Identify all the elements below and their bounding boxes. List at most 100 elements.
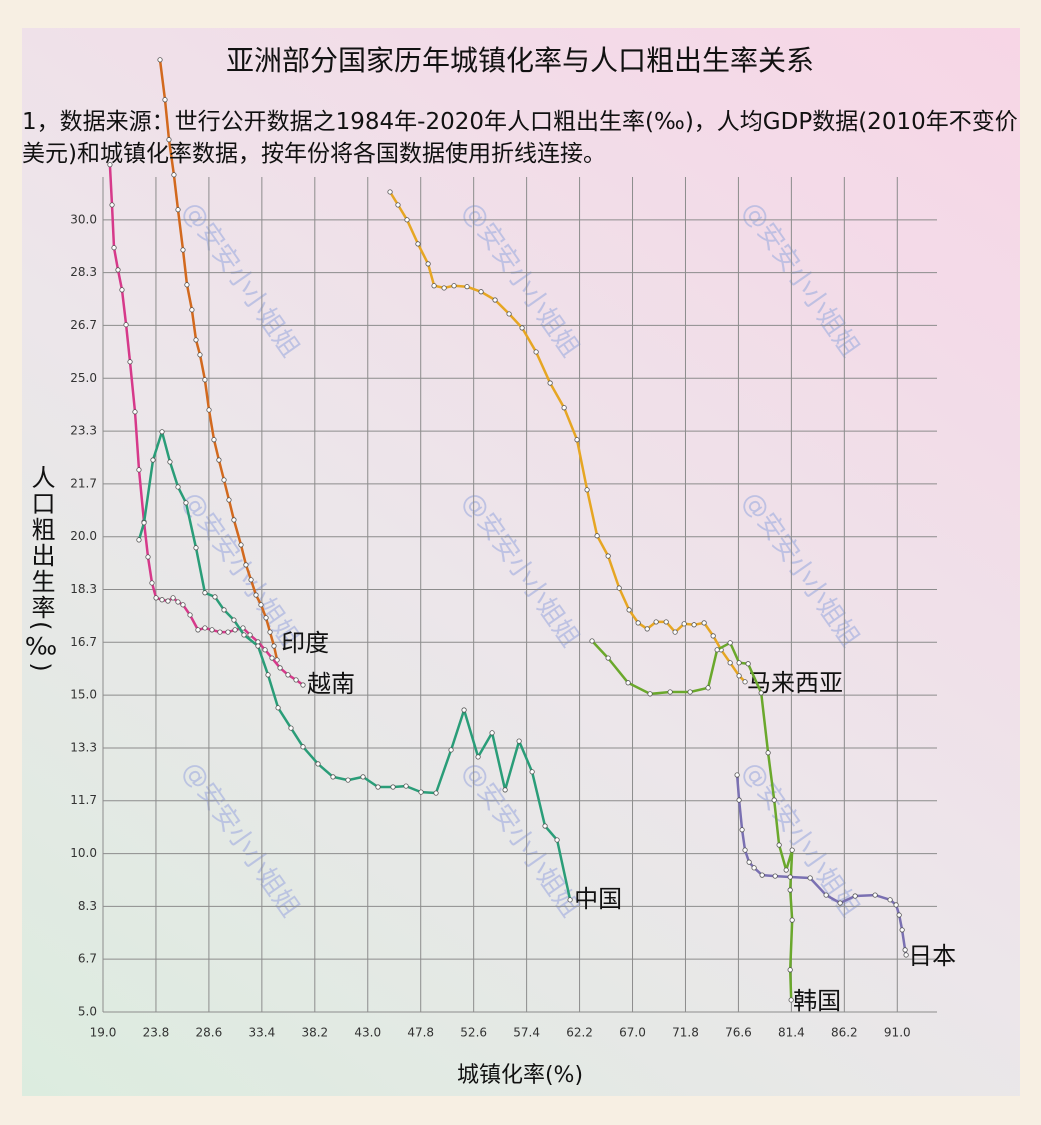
data-point [195,627,201,633]
watermark: @安安小小姐姐 [736,197,865,363]
data-point [167,459,173,465]
data-point [896,912,902,918]
data-point [736,673,742,679]
data-point [647,691,653,697]
data-point [127,359,133,365]
data-point [123,322,129,328]
y-tick-label: 6.7 [78,952,97,966]
data-point [221,477,227,483]
x-tick-label: 57.4 [513,1026,540,1040]
data-point [887,897,893,903]
data-point [216,457,222,463]
watermark: @安安小小姐姐 [736,487,865,653]
data-point [783,867,789,873]
data-point [705,685,711,691]
data-point [175,599,181,605]
data-point [589,638,595,644]
data-point [248,577,254,583]
y-tick-label: 26.7 [70,318,97,332]
data-point [415,241,421,247]
data-point [360,774,366,780]
data-point [171,172,177,178]
data-point [574,437,580,443]
y-tick-label: 15.0 [70,688,97,702]
data-point [461,707,467,713]
x-tick-label: 76.6 [725,1026,752,1040]
data-point [109,202,115,208]
data-point [225,629,231,635]
data-point [166,137,172,143]
data-point [193,337,199,343]
x-tick-label: 38.2 [301,1026,328,1040]
x-tick-label: 81.4 [778,1026,805,1040]
watermark: @安安小小姐姐 [456,197,585,363]
data-point [255,643,261,649]
data-point [431,283,437,289]
data-point [165,598,171,604]
data-point [746,859,752,865]
y-tick-label: 21.7 [70,476,97,490]
x-tick-label: 23.8 [143,1026,170,1040]
data-point [667,689,673,695]
data-point [561,405,567,411]
x-tick-label: 67.0 [619,1026,646,1040]
data-point [180,602,186,608]
data-point [157,57,163,63]
data-point [232,627,238,633]
data-point [893,902,899,908]
y-tick-label: 25.0 [70,371,97,385]
data-point [489,730,495,736]
data-point [605,553,611,559]
data-point [765,750,771,756]
data-point [212,594,218,600]
y-tick-label: 16.7 [70,635,97,649]
data-point [115,267,121,273]
x-tick-label: 91.0 [884,1026,911,1040]
data-point [788,997,794,1003]
data-point [584,487,590,493]
data-point [300,682,306,688]
data-point [787,874,793,880]
data-point [616,585,622,591]
data-point [691,622,697,628]
data-point [145,554,151,560]
data-point [159,597,165,603]
chart-title: 亚洲部分国家历年城镇化率与人口粗出生率关系 [226,44,814,77]
data-point [433,790,439,796]
data-point [119,287,125,293]
data-point [231,517,237,523]
data-point [390,784,396,790]
data-point [533,349,539,355]
data-point [170,595,176,601]
data-point [141,520,147,526]
data-point [183,500,189,506]
data-point [902,947,908,953]
data-point [404,217,410,223]
data-point [136,467,142,473]
series-label: 日本 [908,942,956,970]
data-point [727,640,733,646]
x-tick-label: 62.2 [566,1026,593,1040]
data-point [180,247,186,253]
data-point [189,307,195,313]
series-line [388,191,746,683]
data-point [852,893,858,899]
data-point [823,892,829,898]
data-point [159,429,165,435]
data-point [734,772,740,778]
x-tick-label: 52.6 [460,1026,487,1040]
data-point [758,690,764,696]
data-point [448,747,454,753]
y-tick-label: 10.0 [70,846,97,860]
data-point [300,744,306,750]
y-tick-label: 18.3 [70,582,97,596]
data-point [217,629,223,635]
data-point [519,325,525,331]
data-point [872,892,878,898]
y-tick-label: 13.3 [70,740,97,754]
data-point [441,285,447,291]
data-point [184,282,190,288]
data-point [107,162,113,168]
data-point [742,679,748,685]
data-point [315,761,321,767]
